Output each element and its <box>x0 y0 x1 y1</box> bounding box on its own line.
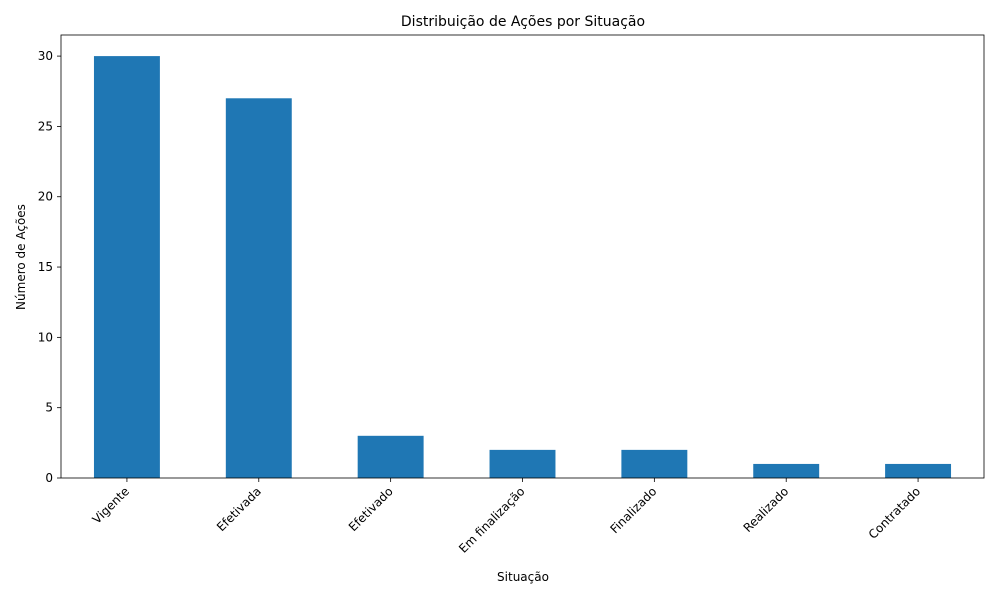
bar-finalizado <box>621 449 688 478</box>
bar-contratado <box>885 463 952 478</box>
x-tick-label: Em finalização <box>456 484 528 556</box>
chart-title: Distribuição de Ações por Situação <box>401 14 645 30</box>
x-tick-label: Contratado <box>866 484 924 542</box>
y-tick-label: 25 <box>38 119 53 133</box>
bar-efetivada <box>225 98 292 479</box>
y-axis-label: Número de Ações <box>14 204 28 310</box>
y-tick-label: 20 <box>38 190 53 204</box>
bars <box>93 56 952 479</box>
x-tick-label: Finalizado <box>607 484 659 536</box>
plot-frame <box>60 34 985 479</box>
y-tick-label: 15 <box>38 260 53 274</box>
x-tick-label: Efetivado <box>346 484 396 534</box>
y-tick-label: 10 <box>38 330 53 344</box>
y-tick-label: 30 <box>38 49 53 63</box>
x-axis-ticks: Vigente Efetivada Efetivado Em finalização F… <box>90 478 924 556</box>
bar-vigente <box>93 56 160 478</box>
x-tick-label: Vigente <box>90 484 132 526</box>
y-tick-label: 5 <box>45 401 53 415</box>
y-axis-ticks: 0 5 10 15 20 25 30 <box>38 49 61 485</box>
x-tick-label: Efetivada <box>214 484 264 534</box>
x-axis-label: Situação <box>497 570 549 584</box>
x-tick-label: Realizado <box>741 484 792 535</box>
bar-efetivado <box>357 435 424 478</box>
bar-realizado <box>753 463 820 478</box>
y-tick-label: 0 <box>45 471 53 485</box>
bar-em-finaliza-o <box>489 449 556 478</box>
